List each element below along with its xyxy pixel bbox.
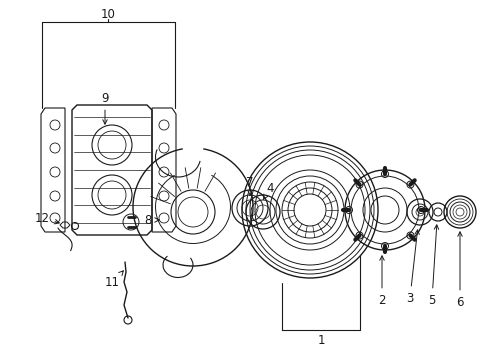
Text: 11: 11 [104,271,123,289]
Text: 12: 12 [35,211,59,225]
Text: 3: 3 [406,230,418,305]
Text: 7: 7 [246,176,253,195]
Text: 8: 8 [144,213,159,226]
Text: 2: 2 [378,256,385,306]
Text: 5: 5 [427,225,438,306]
Text: 4: 4 [263,181,273,200]
Text: 9: 9 [101,91,108,124]
Text: 10: 10 [101,8,115,21]
Text: 1: 1 [317,333,324,346]
Text: 6: 6 [455,232,463,309]
